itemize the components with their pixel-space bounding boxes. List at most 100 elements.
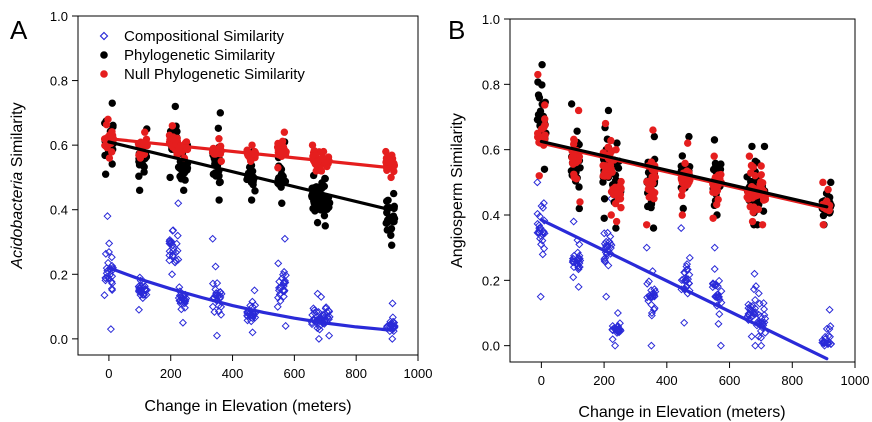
- y-tick-label: 1.0: [482, 12, 500, 27]
- data-point-phylogenetic: [575, 204, 584, 213]
- data-point-compositional: [827, 339, 836, 348]
- data-point-compositional: [714, 319, 723, 328]
- data-point-null-phylogenetic: [387, 173, 395, 182]
- data-point-compositional: [208, 234, 217, 243]
- data-point-compositional: [611, 341, 620, 350]
- data-point-phylogenetic: [166, 173, 174, 182]
- data-point-phylogenetic: [308, 192, 316, 200]
- data-point-compositional: [647, 341, 656, 350]
- x-tick-label: 0: [538, 373, 545, 388]
- data-point-phylogenetic: [101, 170, 110, 178]
- data-point-compositional: [108, 285, 117, 294]
- data-point-null-phylogenetic: [647, 176, 655, 184]
- fit-line-compositional: [107, 266, 392, 332]
- data-point-compositional: [825, 305, 834, 314]
- data-point-phylogenetic: [251, 187, 259, 195]
- data-point-compositional: [310, 308, 319, 317]
- x-tick-label: 400: [656, 373, 678, 388]
- data-point-compositional: [216, 292, 225, 301]
- data-point-phylogenetic: [278, 199, 286, 207]
- data-point-compositional: [536, 292, 545, 301]
- data-point-phylogenetic: [177, 165, 186, 173]
- data-point-compositional: [538, 250, 547, 259]
- data-point-compositional: [108, 263, 117, 272]
- data-point-compositional: [677, 276, 686, 285]
- data-point-compositional: [178, 318, 187, 327]
- legend-marker-null-phylogenetic: [100, 70, 108, 78]
- data-point-phylogenetic: [679, 204, 687, 213]
- data-point-compositional: [107, 253, 116, 262]
- y-axis-label-italic: Acidobacteria: [9, 172, 26, 270]
- data-point-compositional: [715, 276, 724, 285]
- data-point-compositional: [135, 273, 144, 282]
- data-point-null-phylogenetic: [748, 217, 757, 226]
- data-point-null-phylogenetic: [604, 143, 612, 151]
- data-point-compositional: [174, 199, 183, 208]
- data-point-compositional: [824, 339, 833, 348]
- y-axis-label-text: Similarity: [9, 102, 26, 171]
- data-point-phylogenetic: [215, 196, 223, 204]
- data-point-phylogenetic: [277, 170, 286, 178]
- panel-a: 0.0 0.2 0.4 0.6 0.8 1.0 0 200 400 600 800 1000 A Chan…: [9, 9, 432, 415]
- fit-line-null-phylogenetic: [107, 137, 392, 170]
- data-point-null-phylogenetic: [746, 203, 754, 211]
- data-point-null-phylogenetic: [174, 146, 183, 154]
- data-point-null-phylogenetic: [824, 185, 832, 194]
- data-point-compositional: [273, 302, 282, 311]
- data-point-null-phylogenetic: [612, 217, 621, 226]
- data-point-null-phylogenetic: [308, 141, 317, 149]
- data-point-phylogenetic: [135, 186, 144, 195]
- data-point-compositional: [211, 262, 220, 271]
- y-tick-label: 0.8: [50, 74, 68, 89]
- y-tick-label: 0.2: [482, 273, 500, 288]
- data-point-null-phylogenetic: [678, 186, 687, 194]
- x-tick-label: 800: [781, 373, 803, 388]
- data-point-null-phylogenetic: [601, 119, 610, 128]
- data-point-null-phylogenetic: [617, 203, 625, 212]
- data-point-compositional: [601, 253, 610, 262]
- data-point-phylogenetic: [325, 203, 333, 211]
- data-point-phylogenetic: [179, 186, 188, 195]
- data-point-compositional: [533, 178, 542, 187]
- data-point-compositional: [274, 293, 283, 302]
- data-point-compositional: [751, 341, 760, 350]
- data-point-compositional: [709, 280, 718, 289]
- data-point-compositional: [101, 249, 110, 258]
- data-point-compositional: [106, 325, 115, 334]
- data-point-compositional: [169, 251, 178, 260]
- data-point-compositional: [611, 325, 620, 334]
- data-point-compositional: [217, 310, 226, 319]
- data-point-compositional: [535, 228, 544, 237]
- data-point-compositional: [324, 306, 333, 315]
- data-point-compositional: [825, 332, 834, 341]
- x-tick-label: 600: [719, 373, 741, 388]
- data-point-phylogenetic: [685, 132, 693, 141]
- data-point-null-phylogenetic: [568, 159, 577, 167]
- data-point-compositional: [650, 304, 659, 313]
- data-point-compositional: [141, 285, 150, 294]
- data-point-compositional: [177, 292, 186, 301]
- data-point-phylogenetic: [534, 78, 542, 86]
- data-point-compositional: [539, 203, 548, 212]
- data-point-phylogenetic: [678, 152, 687, 160]
- data-point-compositional: [243, 308, 252, 317]
- data-point-compositional: [713, 293, 722, 302]
- x-tick-label: 200: [593, 373, 615, 388]
- data-point-compositional: [280, 234, 289, 243]
- data-point-compositional: [685, 279, 694, 288]
- data-point-phylogenetic: [214, 124, 223, 132]
- data-point-null-phylogenetic: [678, 211, 687, 219]
- data-point-null-phylogenetic: [273, 143, 282, 151]
- data-point-compositional: [165, 256, 174, 265]
- data-point-compositional: [280, 279, 289, 288]
- data-point-compositional: [647, 308, 656, 317]
- data-point-phylogenetic: [600, 195, 609, 203]
- data-point-phylogenetic: [135, 172, 143, 180]
- data-point-null-phylogenetic: [611, 199, 620, 208]
- data-point-compositional: [107, 277, 116, 286]
- data-point-compositional: [713, 290, 722, 299]
- data-point-phylogenetic: [140, 168, 148, 176]
- data-point-phylogenetic: [387, 241, 396, 249]
- data-point-compositional: [643, 279, 652, 288]
- data-point-compositional: [177, 305, 186, 314]
